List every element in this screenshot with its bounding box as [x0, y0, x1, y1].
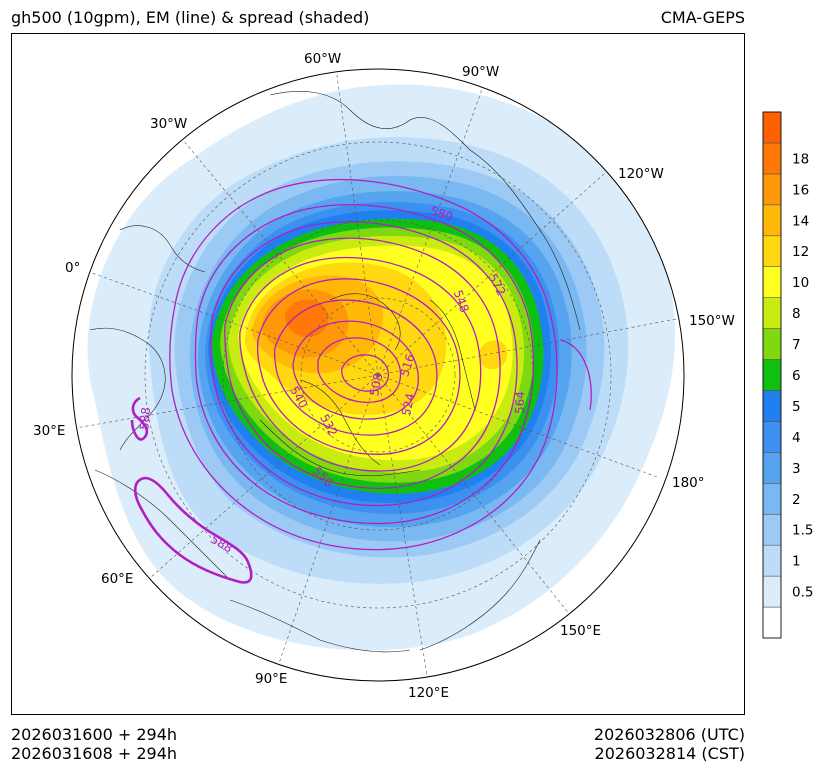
contour-516 — [317, 337, 402, 403]
longitude-label: 60°W — [304, 51, 341, 67]
colorbar-tick-label: 12 — [792, 244, 809, 260]
contour-label: 524 — [399, 392, 417, 417]
contour-label: 580 — [428, 204, 454, 224]
colorbar-tick-label: 2 — [792, 492, 801, 508]
model-name: CMA-GEPS — [660, 8, 745, 27]
colorbar-box — [762, 204, 782, 237]
colorbar-box — [762, 173, 782, 206]
contour-label: 508 — [367, 372, 385, 397]
footer-init: 2026031600 + 294h 2026031608 + 294h — [11, 725, 177, 763]
coastlines — [89, 91, 581, 653]
valid-time-utc: 2026032806 (UTC) — [593, 725, 745, 744]
em-contours-588 — [130, 396, 253, 584]
colorbar-tick-label: 16 — [792, 182, 809, 198]
longitude-label: 150°W — [689, 313, 735, 329]
contour-540 — [256, 278, 461, 455]
colorbar-box — [762, 235, 782, 268]
longitude-label: 90°E — [255, 671, 287, 687]
contour-label: 564 — [513, 391, 528, 414]
colorbar-tick-label: 5 — [792, 399, 801, 415]
contour-580 — [169, 178, 558, 551]
longitude-label: 120°E — [408, 685, 449, 701]
contour-548 — [239, 256, 482, 472]
colorbar-tick-label: 18 — [792, 151, 809, 167]
longitude-label: 120°W — [618, 166, 664, 182]
longitude-label: 180° — [672, 475, 705, 491]
colorbar-box — [762, 482, 782, 515]
colorbar-box — [762, 544, 782, 577]
init-time-utc: 2026031600 + 294h — [11, 725, 178, 744]
colorbar-tick-label: 1.5 — [792, 523, 813, 539]
contour-588-left-large — [133, 476, 253, 584]
contour-532 — [273, 299, 438, 436]
map-boundary — [71, 68, 685, 682]
colorbar-tick-label: 14 — [792, 213, 809, 229]
colorbar-box — [762, 111, 782, 144]
contour-556 — [224, 237, 501, 489]
colorbar-tick-label: 6 — [792, 368, 801, 384]
colorbar-tick-label: 1 — [792, 554, 801, 570]
longitude-labels: 60°W 90°W 30°W 120°W 0° 150°W 30°E 180° … — [33, 51, 735, 701]
colorbar-tick-label: 3 — [792, 461, 801, 477]
colorbar-tick-label: 8 — [792, 306, 801, 322]
contour-564 — [209, 221, 518, 507]
footer-valid: 2026032806 (UTC) 2026032814 (CST) — [594, 725, 745, 763]
contour-508 — [341, 354, 390, 392]
colorbar-box — [762, 513, 782, 546]
init-time-cst: 2026031608 + 294h — [11, 744, 178, 763]
colorbar-outline — [762, 111, 782, 639]
colorbar-box — [762, 421, 782, 453]
spread-shading — [87, 84, 676, 651]
colorbar-box — [762, 575, 782, 608]
colorbar-tick-label: 0.5 — [792, 585, 813, 601]
figure-title: gh500 (10gpm), EM (line) & spread (shade… — [11, 8, 370, 27]
map-frame — [11, 33, 745, 715]
longitude-label: 150°E — [560, 623, 601, 639]
contour-588-right — [559, 339, 592, 411]
longitude-label: 0° — [65, 260, 80, 276]
colorbar-box — [762, 452, 782, 484]
colorbar-box — [762, 359, 782, 391]
contour-588-left-small — [130, 396, 149, 441]
colorbar: 0.5 1 1.5 2 3 4 5 6 7 8 10 12 14 16 18 — [762, 111, 813, 639]
colorbar-box — [762, 266, 782, 298]
longitude-label: 30°E — [33, 423, 65, 439]
colorbar-box — [762, 142, 782, 175]
contour-label: 588 — [137, 407, 153, 431]
contour-524 — [292, 320, 420, 420]
longitude-label: 90°W — [462, 64, 499, 80]
colorbar-tick-label: 10 — [792, 275, 809, 291]
valid-time-cst: 2026032814 (CST) — [594, 744, 745, 763]
colorbar-box — [762, 297, 782, 329]
em-contours — [169, 178, 592, 551]
colorbar-box — [762, 606, 782, 639]
colorbar-tick-label: 4 — [792, 430, 801, 446]
spread-band-18 — [284, 299, 329, 338]
longitude-label: 60°E — [101, 571, 133, 587]
contour-label: 516 — [397, 352, 417, 378]
longitude-label: 30°W — [150, 116, 187, 132]
colorbar-box — [762, 390, 782, 422]
contour-572 — [194, 204, 535, 525]
colorbar-tick-label: 7 — [792, 337, 801, 353]
colorbar-box — [762, 328, 782, 360]
